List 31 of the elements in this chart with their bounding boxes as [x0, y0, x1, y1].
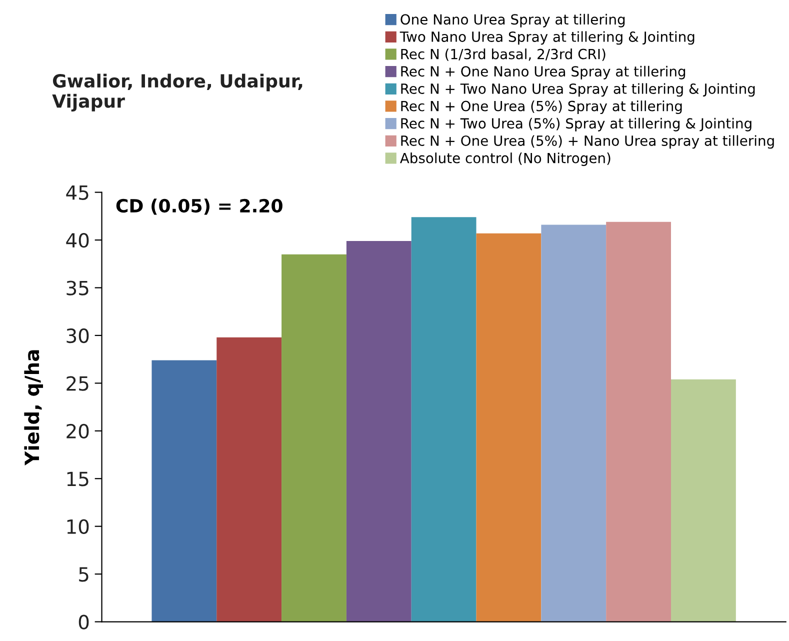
- legend-label: Rec N + Two Nano Urea Spray at tillering & Jointing: [401, 83, 755, 97]
- bar: [216, 337, 282, 622]
- legend-label: Rec N + One Urea (5%) Spray at tillering: [401, 100, 682, 114]
- bar: [670, 379, 736, 622]
- bar: [152, 360, 217, 622]
- y-tick-label: 35: [66, 280, 88, 296]
- bar: [411, 217, 476, 622]
- bar: [346, 240, 412, 622]
- legend-label: One Nano Urea Spray at tillering: [400, 14, 625, 28]
- y-tick-label: 0: [78, 614, 89, 630]
- annotation: CD (0.05) = 2.20: [116, 198, 282, 215]
- y-tick-label: 30: [66, 328, 89, 344]
- bar: [282, 254, 346, 622]
- y-tick-label: 20: [66, 424, 89, 439]
- bar: [606, 222, 671, 622]
- bar: [541, 224, 606, 622]
- y-axis-title: Yield, q/ha: [24, 350, 44, 466]
- y-tick-label: 45: [66, 186, 88, 200]
- y-tick-label: 40: [66, 232, 89, 248]
- bar: [476, 233, 542, 622]
- legend-label: Rec N (1/3rd basal, 2/3rd CRI): [401, 48, 606, 61]
- legend-label: Rec N + One Urea (5%) + Nano Urea spray at tillering: [401, 135, 774, 149]
- chart-title: Gwalior, Indore, Udaipur, Vijapur: [52, 74, 302, 112]
- legend-label: Absolute control (No Nitrogen): [400, 152, 610, 166]
- y-tick-label: 15: [67, 472, 88, 486]
- y-tick-label: 5: [79, 567, 88, 582]
- legend-label: Rec N + One Nano Urea Spray at tillering: [401, 66, 686, 80]
- legend-label: Two Nano Urea Spray at tillering & Jointing: [400, 31, 694, 45]
- y-tick-label: 10: [67, 519, 89, 534]
- legend-label: Rec N + Two Urea (5%) Spray at tillering & Jointing: [401, 118, 752, 132]
- y-tick-label: 25: [66, 376, 88, 391]
